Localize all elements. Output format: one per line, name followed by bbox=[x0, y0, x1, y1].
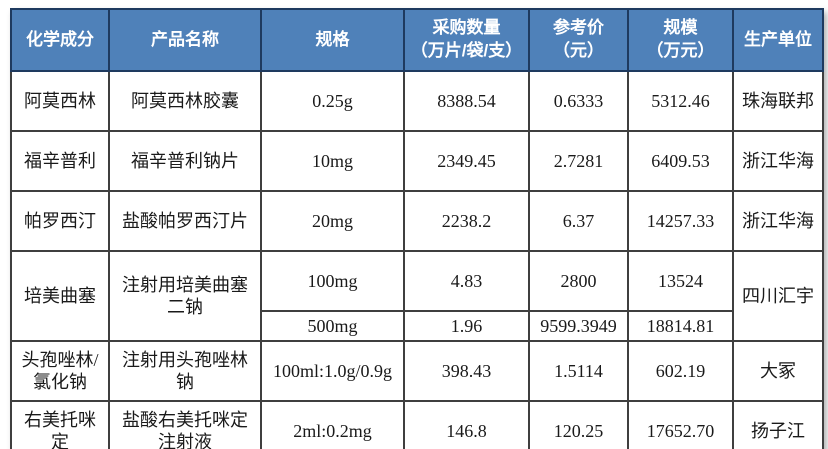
column-header-quantity: 采购数量 （万片/袋/支） bbox=[403, 8, 530, 72]
cell-quantity: 398.43 bbox=[403, 340, 530, 402]
cell-price: 2.7281 bbox=[528, 130, 629, 192]
cell-scale: 18814.81 bbox=[627, 310, 734, 342]
column-header-product: 产品名称 bbox=[108, 8, 262, 72]
cell-product: 阿莫西林胶囊 bbox=[108, 70, 262, 132]
cell-quantity: 4.83 bbox=[403, 250, 530, 312]
cell-producer: 珠海联邦 bbox=[732, 70, 824, 132]
cell-product: 注射用头孢唑林 钠 bbox=[108, 340, 262, 402]
table-row: 右美托咪 定 盐酸右美托咪定 注射液 2ml:0.2mg 146.8 120.2… bbox=[10, 400, 824, 449]
drug-procurement-table: 化学成分 产品名称 规格 采购数量 （万片/袋/支） 参考价 （元） 规模 （万… bbox=[10, 8, 824, 449]
cell-producer: 四川汇宇 bbox=[732, 250, 824, 342]
cell-scale: 17652.70 bbox=[627, 400, 734, 449]
header-row: 化学成分 产品名称 规格 采购数量 （万片/袋/支） 参考价 （元） 规模 （万… bbox=[10, 8, 824, 72]
column-header-price: 参考价 （元） bbox=[528, 8, 629, 72]
cell-chemical: 阿莫西林 bbox=[10, 70, 110, 132]
cell-spec: 10mg bbox=[260, 130, 405, 192]
cell-price: 2800 bbox=[528, 250, 629, 312]
cell-quantity: 146.8 bbox=[403, 400, 530, 449]
table-row: 阿莫西林 阿莫西林胶囊 0.25g 8388.54 0.6333 5312.46… bbox=[10, 70, 824, 132]
cell-scale: 6409.53 bbox=[627, 130, 734, 192]
cell-scale: 5312.46 bbox=[627, 70, 734, 132]
cell-scale: 14257.33 bbox=[627, 190, 734, 252]
table-row: 培美曲塞 注射用培美曲塞 二钠 100mg 4.83 2800 13524 四川… bbox=[10, 250, 824, 342]
cell-spec: 500mg bbox=[260, 310, 405, 342]
cell-spec: 2ml:0.2mg bbox=[260, 400, 405, 449]
cell-quantity: 2238.2 bbox=[403, 190, 530, 252]
cell-scale: 602.19 bbox=[627, 340, 734, 402]
table-row: 头孢唑林/ 氯化钠 注射用头孢唑林 钠 100ml:1.0g/0.9g 398.… bbox=[10, 340, 824, 402]
table-row: 500mg 1.96 9599.3949 18814.81 bbox=[11, 310, 823, 342]
column-header-scale: 规模 （万元） bbox=[627, 8, 734, 72]
cell-spec: 0.25g bbox=[260, 70, 405, 132]
column-header-producer: 生产单位 bbox=[732, 8, 824, 72]
cell-product: 盐酸右美托咪定 注射液 bbox=[108, 400, 262, 449]
cell-price: 1.5114 bbox=[528, 340, 629, 402]
drug-procurement-table-container: 化学成分 产品名称 规格 采购数量 （万片/袋/支） 参考价 （元） 规模 （万… bbox=[10, 8, 824, 449]
cell-spec: 100mg bbox=[260, 250, 405, 312]
cell-producer: 扬子江 bbox=[732, 400, 824, 449]
cell-price: 120.25 bbox=[528, 400, 629, 449]
cell-producer: 浙江华海 bbox=[732, 190, 824, 252]
column-header-chemical: 化学成分 bbox=[10, 8, 110, 72]
cell-scale: 13524 bbox=[627, 250, 734, 312]
table-row: 帕罗西汀 盐酸帕罗西汀片 20mg 2238.2 6.37 14257.33 浙… bbox=[10, 190, 824, 252]
cell-quantity: 1.96 bbox=[403, 310, 530, 342]
cell-chemical: 头孢唑林/ 氯化钠 bbox=[10, 340, 110, 402]
cell-chemical: 培美曲塞 bbox=[10, 250, 110, 342]
cell-price: 6.37 bbox=[528, 190, 629, 252]
cell-producer: 大冢 bbox=[732, 340, 824, 402]
column-header-spec: 规格 bbox=[260, 8, 405, 72]
cell-product: 盐酸帕罗西汀片 bbox=[108, 190, 262, 252]
cell-price: 0.6333 bbox=[528, 70, 629, 132]
table-row: 福辛普利 福辛普利钠片 10mg 2349.45 2.7281 6409.53 … bbox=[10, 130, 824, 192]
cell-product: 福辛普利钠片 bbox=[108, 130, 262, 192]
cell-producer: 浙江华海 bbox=[732, 130, 824, 192]
cell-spec: 100ml:1.0g/0.9g bbox=[260, 340, 405, 402]
cell-chemical: 福辛普利 bbox=[10, 130, 110, 192]
cell-spec: 20mg bbox=[260, 190, 405, 252]
cell-product: 注射用培美曲塞 二钠 bbox=[108, 250, 262, 342]
cell-price: 9599.3949 bbox=[528, 310, 629, 342]
cell-chemical: 帕罗西汀 bbox=[10, 190, 110, 252]
cell-quantity: 2349.45 bbox=[403, 130, 530, 192]
cell-chemical: 右美托咪 定 bbox=[10, 400, 110, 449]
cell-quantity: 8388.54 bbox=[403, 70, 530, 132]
